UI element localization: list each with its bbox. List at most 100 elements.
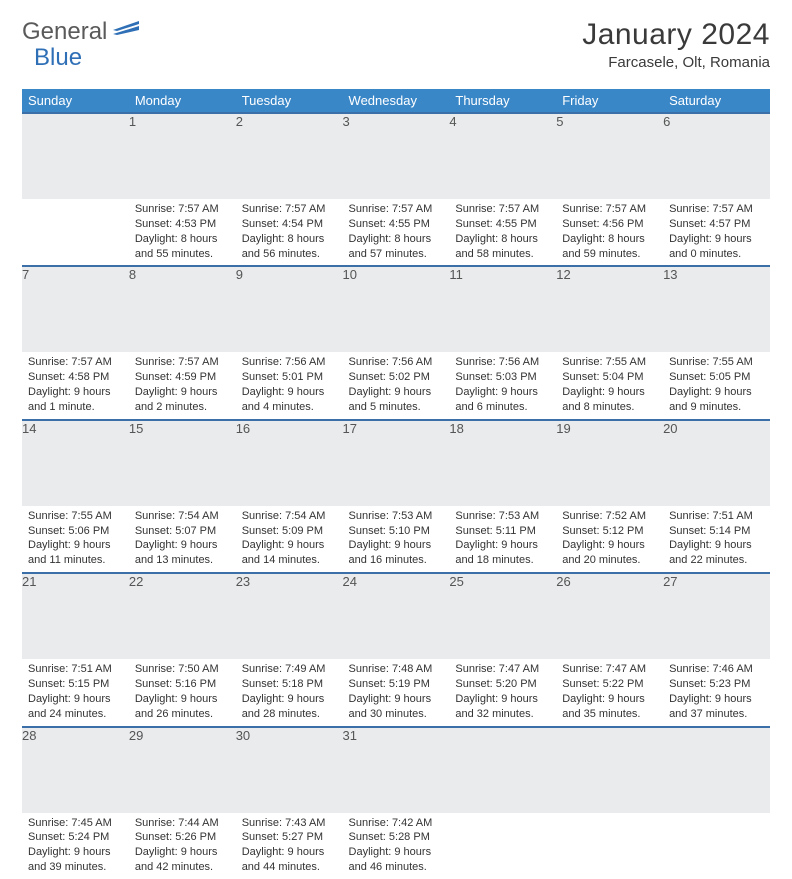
- day-number-cell: 27: [663, 573, 770, 659]
- sunrise-text: Sunrise: 7:56 AM: [349, 355, 444, 370]
- sunrise-text: Sunrise: 7:43 AM: [242, 816, 337, 831]
- day-number-cell: 8: [129, 266, 236, 352]
- day-number: 19: [556, 421, 570, 436]
- day-number: 7: [22, 267, 29, 282]
- logo-text-blue-wrap: Blue: [34, 44, 82, 72]
- day-cell: Sunrise: 7:52 AMSunset: 5:12 PMDaylight:…: [556, 506, 663, 573]
- day-number: 26: [556, 574, 570, 589]
- day-cell: Sunrise: 7:47 AMSunset: 5:22 PMDaylight:…: [556, 659, 663, 726]
- day-number: 15: [129, 421, 143, 436]
- month-title: January 2024: [582, 18, 770, 52]
- daynum-row: 21222324252627: [22, 573, 770, 659]
- weekday-header: Friday: [556, 89, 663, 113]
- day-number: 9: [236, 267, 243, 282]
- logo-text-general: General: [22, 18, 107, 46]
- daylight-text: Daylight: 9 hours and 24 minutes.: [28, 692, 123, 722]
- sunrise-text: Sunrise: 7:55 AM: [669, 355, 764, 370]
- day-number-cell: 12: [556, 266, 663, 352]
- day-content: Sunrise: 7:45 AMSunset: 5:24 PMDaylight:…: [22, 813, 129, 879]
- day-cell: Sunrise: 7:57 AMSunset: 4:55 PMDaylight:…: [343, 199, 450, 266]
- day-number-cell: 1: [129, 113, 236, 199]
- day-number: 10: [343, 267, 357, 282]
- day-number-cell: 26: [556, 573, 663, 659]
- daylight-text: Daylight: 8 hours and 58 minutes.: [455, 232, 550, 262]
- day-number-cell: 6: [663, 113, 770, 199]
- day-cell: Sunrise: 7:57 AMSunset: 4:53 PMDaylight:…: [129, 199, 236, 266]
- day-content: Sunrise: 7:55 AMSunset: 5:05 PMDaylight:…: [663, 352, 770, 418]
- sunrise-text: Sunrise: 7:50 AM: [135, 662, 230, 677]
- day-cell: Sunrise: 7:50 AMSunset: 5:16 PMDaylight:…: [129, 659, 236, 726]
- sunset-text: Sunset: 4:59 PM: [135, 370, 230, 385]
- day-number: 24: [343, 574, 357, 589]
- day-number: 18: [449, 421, 463, 436]
- sunrise-text: Sunrise: 7:51 AM: [28, 662, 123, 677]
- day-number: 1: [129, 114, 136, 129]
- day-cell: Sunrise: 7:46 AMSunset: 5:23 PMDaylight:…: [663, 659, 770, 726]
- weekday-header: Tuesday: [236, 89, 343, 113]
- sunset-text: Sunset: 4:58 PM: [28, 370, 123, 385]
- day-content: Sunrise: 7:55 AMSunset: 5:06 PMDaylight:…: [22, 506, 129, 572]
- sunset-text: Sunset: 5:04 PM: [562, 370, 657, 385]
- day-cell: Sunrise: 7:49 AMSunset: 5:18 PMDaylight:…: [236, 659, 343, 726]
- daylight-text: Daylight: 9 hours and 8 minutes.: [562, 385, 657, 415]
- sunset-text: Sunset: 5:19 PM: [349, 677, 444, 692]
- header: General January 2024 Farcasele, Olt, Rom…: [22, 18, 770, 71]
- day-content-row: Sunrise: 7:45 AMSunset: 5:24 PMDaylight:…: [22, 813, 770, 879]
- day-cell: [22, 199, 129, 266]
- day-content: Sunrise: 7:53 AMSunset: 5:10 PMDaylight:…: [343, 506, 450, 572]
- day-number-cell: 5: [556, 113, 663, 199]
- daylight-text: Daylight: 9 hours and 6 minutes.: [455, 385, 550, 415]
- day-content: Sunrise: 7:51 AMSunset: 5:14 PMDaylight:…: [663, 506, 770, 572]
- day-content: Sunrise: 7:50 AMSunset: 5:16 PMDaylight:…: [129, 659, 236, 725]
- day-content: Sunrise: 7:47 AMSunset: 5:22 PMDaylight:…: [556, 659, 663, 725]
- day-number: 27: [663, 574, 677, 589]
- day-content: Sunrise: 7:56 AMSunset: 5:02 PMDaylight:…: [343, 352, 450, 418]
- day-cell: Sunrise: 7:51 AMSunset: 5:14 PMDaylight:…: [663, 506, 770, 573]
- day-content: Sunrise: 7:54 AMSunset: 5:07 PMDaylight:…: [129, 506, 236, 572]
- day-cell: Sunrise: 7:57 AMSunset: 4:56 PMDaylight:…: [556, 199, 663, 266]
- day-number-cell: 30: [236, 727, 343, 813]
- sunset-text: Sunset: 5:28 PM: [349, 830, 444, 845]
- day-number-cell: 18: [449, 420, 556, 506]
- day-number-cell: [22, 113, 129, 199]
- daynum-row: 123456: [22, 113, 770, 199]
- day-cell: Sunrise: 7:54 AMSunset: 5:07 PMDaylight:…: [129, 506, 236, 573]
- day-number: 16: [236, 421, 250, 436]
- sunset-text: Sunset: 5:20 PM: [455, 677, 550, 692]
- day-content-row: Sunrise: 7:51 AMSunset: 5:15 PMDaylight:…: [22, 659, 770, 726]
- day-cell: Sunrise: 7:43 AMSunset: 5:27 PMDaylight:…: [236, 813, 343, 879]
- sunset-text: Sunset: 4:55 PM: [349, 217, 444, 232]
- day-number-cell: 22: [129, 573, 236, 659]
- day-content: Sunrise: 7:53 AMSunset: 5:11 PMDaylight:…: [449, 506, 556, 572]
- sunrise-text: Sunrise: 7:57 AM: [135, 202, 230, 217]
- sunrise-text: Sunrise: 7:52 AM: [562, 509, 657, 524]
- daylight-text: Daylight: 9 hours and 2 minutes.: [135, 385, 230, 415]
- sunset-text: Sunset: 5:03 PM: [455, 370, 550, 385]
- daylight-text: Daylight: 9 hours and 46 minutes.: [349, 845, 444, 875]
- day-number: 3: [343, 114, 350, 129]
- sunrise-text: Sunrise: 7:57 AM: [562, 202, 657, 217]
- daylight-text: Daylight: 8 hours and 57 minutes.: [349, 232, 444, 262]
- day-number-cell: 9: [236, 266, 343, 352]
- day-content: Sunrise: 7:55 AMSunset: 5:04 PMDaylight:…: [556, 352, 663, 418]
- sunrise-text: Sunrise: 7:55 AM: [562, 355, 657, 370]
- sunrise-text: Sunrise: 7:46 AM: [669, 662, 764, 677]
- daylight-text: Daylight: 9 hours and 28 minutes.: [242, 692, 337, 722]
- daynum-row: 14151617181920: [22, 420, 770, 506]
- day-cell: Sunrise: 7:56 AMSunset: 5:02 PMDaylight:…: [343, 352, 450, 419]
- day-content-row: Sunrise: 7:55 AMSunset: 5:06 PMDaylight:…: [22, 506, 770, 573]
- sunrise-text: Sunrise: 7:57 AM: [28, 355, 123, 370]
- logo-flag-icon: [113, 21, 139, 44]
- daynum-row: 28293031: [22, 727, 770, 813]
- title-block: January 2024 Farcasele, Olt, Romania: [582, 18, 770, 71]
- day-number-cell: 21: [22, 573, 129, 659]
- day-content: Sunrise: 7:46 AMSunset: 5:23 PMDaylight:…: [663, 659, 770, 725]
- weekday-header: Monday: [129, 89, 236, 113]
- sunrise-text: Sunrise: 7:57 AM: [455, 202, 550, 217]
- day-cell: Sunrise: 7:56 AMSunset: 5:03 PMDaylight:…: [449, 352, 556, 419]
- day-number-cell: 15: [129, 420, 236, 506]
- weekday-header: Saturday: [663, 89, 770, 113]
- daylight-text: Daylight: 9 hours and 18 minutes.: [455, 538, 550, 568]
- daylight-text: Daylight: 9 hours and 26 minutes.: [135, 692, 230, 722]
- weekday-header-row: Sunday Monday Tuesday Wednesday Thursday…: [22, 89, 770, 113]
